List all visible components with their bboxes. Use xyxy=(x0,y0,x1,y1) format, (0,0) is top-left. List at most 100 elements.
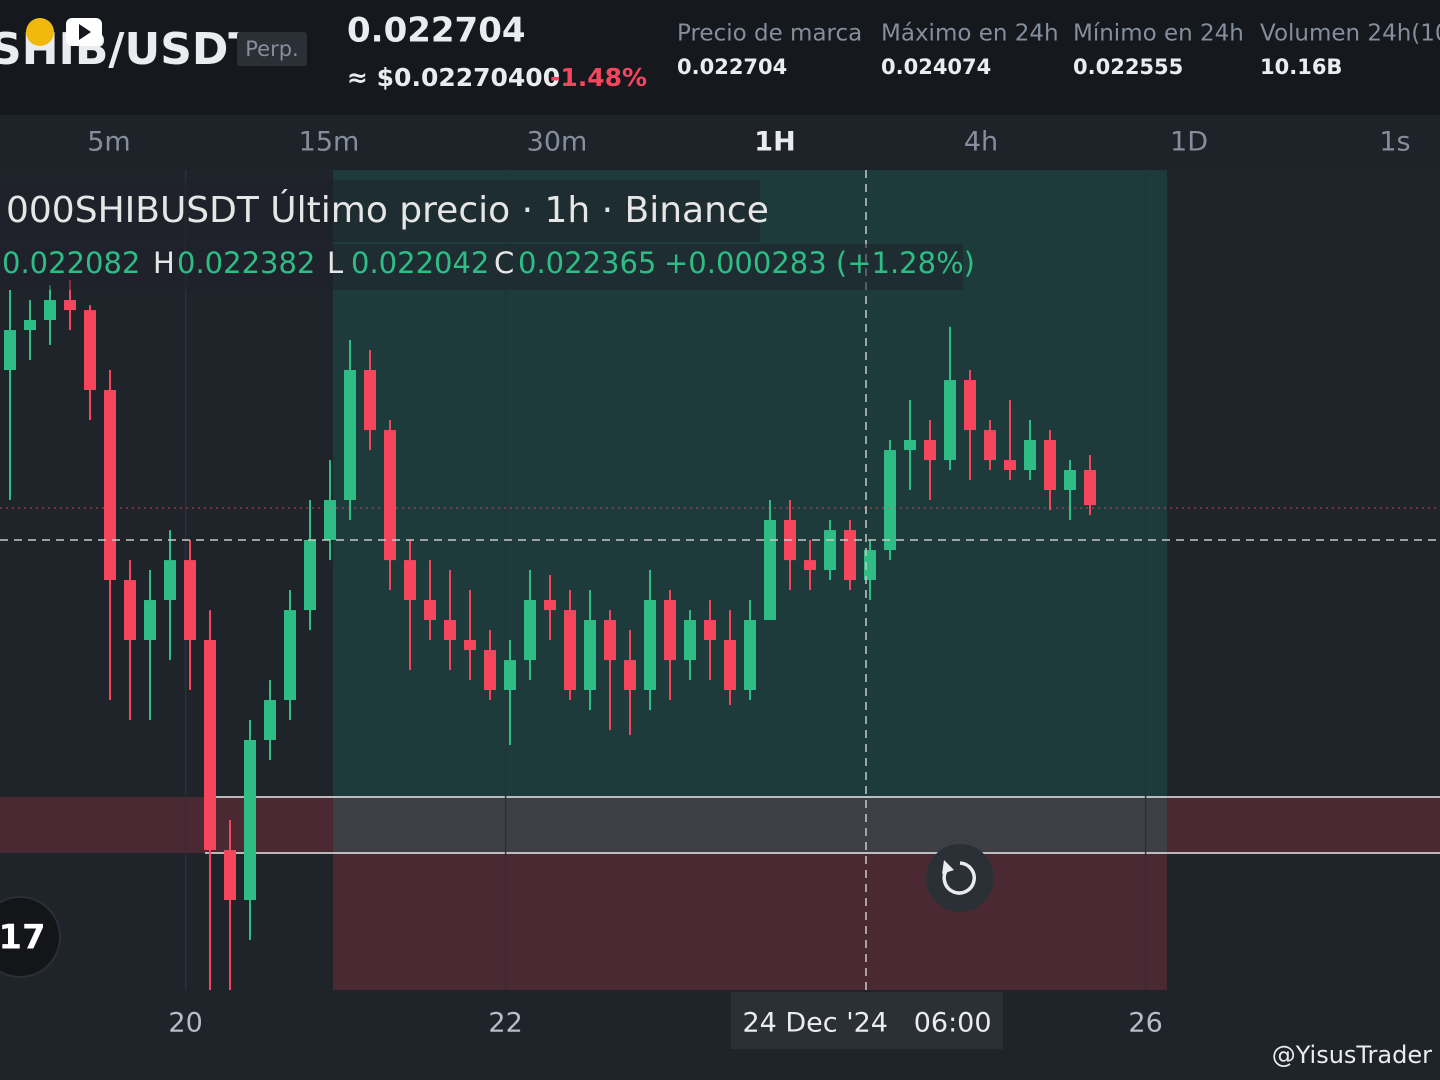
last-price: 0.022704 xyxy=(347,11,526,51)
candle-body xyxy=(964,380,976,431)
candle-body xyxy=(504,660,516,690)
candle-body xyxy=(944,380,956,461)
candle-body xyxy=(244,739,256,901)
candle-body xyxy=(304,539,316,611)
candle-body xyxy=(164,560,176,601)
interval-tab[interactable]: 5m xyxy=(87,127,130,158)
candle-body xyxy=(24,320,36,331)
candle-body xyxy=(604,620,616,661)
reset-icon xyxy=(942,861,976,895)
candle-body xyxy=(884,450,896,551)
candle-body xyxy=(804,560,816,571)
candle-body xyxy=(84,310,96,390)
interval-tab[interactable]: 1D xyxy=(1170,127,1208,158)
legend-change: +0.000283 (+1.28%) xyxy=(664,246,975,280)
candle-body xyxy=(184,560,196,640)
usd-price: ≈ $0.02270400 xyxy=(347,63,560,92)
stat-value: 10.16B xyxy=(1260,55,1342,79)
candle-body xyxy=(224,850,236,901)
candle-body xyxy=(1004,460,1016,471)
candle-body xyxy=(124,580,136,640)
candle-body xyxy=(824,530,836,571)
ohlc-key: C xyxy=(494,246,514,280)
ohlc-value: 0.022365 xyxy=(518,246,656,280)
candle-body xyxy=(364,370,376,431)
stat-label: Mínimo en 24h xyxy=(1073,21,1244,47)
ohlc-value: 0.022082 xyxy=(2,246,140,280)
candle-body xyxy=(344,370,356,501)
reset-icon-arrow xyxy=(942,860,954,874)
candle-body xyxy=(684,620,696,661)
x-tick-label: 20 xyxy=(168,1008,202,1039)
interval-tab[interactable]: 4h xyxy=(964,127,998,158)
candle-body xyxy=(664,600,676,661)
candle-body xyxy=(404,560,416,601)
legend-bg xyxy=(0,244,963,290)
reset-button[interactable] xyxy=(926,844,994,912)
candle-body xyxy=(324,500,336,540)
candle-body xyxy=(1064,470,1076,490)
candle-body xyxy=(1084,470,1096,506)
binance-icon xyxy=(26,18,54,46)
candle-body xyxy=(544,600,556,611)
stat-value: 0.022555 xyxy=(1073,55,1183,79)
stat-label: Volumen 24h(10 xyxy=(1260,21,1440,47)
candle-body xyxy=(724,639,736,690)
candle-body xyxy=(564,610,576,690)
candle-body xyxy=(744,620,756,690)
ohlc-key: L xyxy=(327,246,343,280)
stat-label: Máximo en 24h xyxy=(881,21,1059,47)
candle-body xyxy=(584,620,596,690)
candle-body xyxy=(1044,439,1056,490)
interval-tab[interactable]: 30m xyxy=(527,127,588,158)
stat-value: 0.024074 xyxy=(881,55,991,79)
interval-bar xyxy=(0,115,1440,170)
candle-body xyxy=(44,300,56,321)
x-tick-label: 26 xyxy=(1128,1008,1162,1039)
candle-body xyxy=(284,610,296,701)
candle-body xyxy=(844,530,856,581)
candle-body xyxy=(444,620,456,640)
candle-body xyxy=(984,430,996,461)
candle-body xyxy=(64,300,76,311)
candle-body xyxy=(4,330,16,371)
candle-body xyxy=(384,430,396,561)
tradingview-logo[interactable] xyxy=(0,896,61,978)
candle-body xyxy=(1024,439,1036,471)
candle-body xyxy=(624,660,636,690)
crosshair-label: 24 Dec '24 06:00 xyxy=(742,1008,991,1039)
stat-value: 0.022704 xyxy=(677,55,787,79)
legend-bg xyxy=(0,180,760,242)
crosshair-label-bg xyxy=(731,992,1003,1049)
ohlc-key: O xyxy=(0,246,1,280)
candle-body xyxy=(924,439,936,461)
contract-badge xyxy=(237,32,307,66)
ohlc-value: 0.022042 xyxy=(351,246,489,280)
candle-body xyxy=(524,600,536,661)
candle-body xyxy=(764,520,776,621)
x-tick-label: 22 xyxy=(488,1008,522,1039)
candle-body xyxy=(464,639,476,651)
candle-body xyxy=(104,389,116,581)
price-change: -1.48% xyxy=(550,63,647,92)
candle-body xyxy=(704,620,716,640)
candle-body xyxy=(484,650,496,690)
interval-tab[interactable]: 1H xyxy=(754,127,795,158)
tradingview-logo-mark: 17 xyxy=(0,918,46,958)
legend-title: 000SHIBUSDT Último precio · 1h · Binance xyxy=(6,189,769,231)
candle-body xyxy=(264,700,276,740)
candle-body xyxy=(864,550,876,581)
candle-body xyxy=(144,600,156,640)
interval-tab[interactable]: 1s xyxy=(1379,127,1410,158)
candle-body xyxy=(424,600,436,621)
ohlc-key: H xyxy=(153,246,175,280)
interval-tab[interactable]: 15m xyxy=(299,127,360,158)
candle-body xyxy=(904,439,916,451)
zone-overlap xyxy=(333,797,1167,853)
video-icon-play xyxy=(79,24,91,40)
contract: Perp. xyxy=(245,37,298,61)
candle-body xyxy=(204,639,216,851)
watermark: @YisusTrader xyxy=(1272,1041,1432,1069)
